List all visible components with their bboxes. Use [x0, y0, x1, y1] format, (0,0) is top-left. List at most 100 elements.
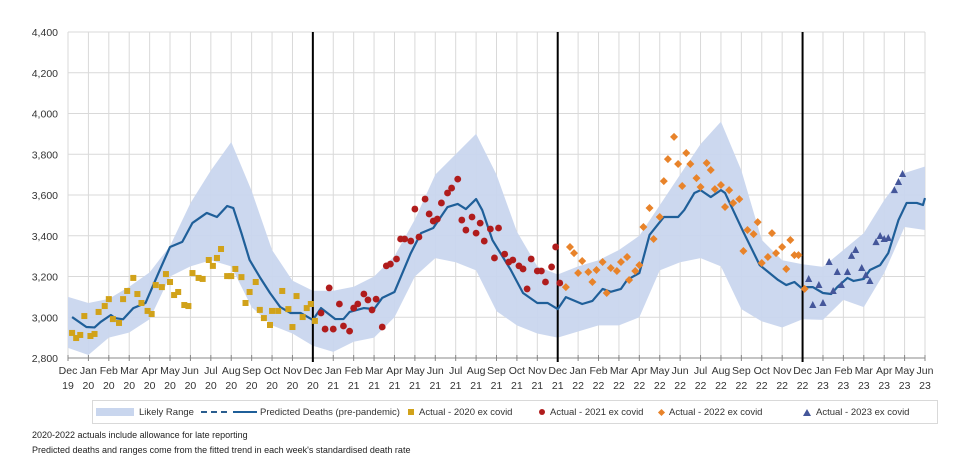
data-point-2020	[138, 299, 145, 306]
data-point-2022	[674, 160, 683, 169]
x-tick-year: 20	[266, 380, 278, 392]
x-tick-year: 21	[368, 380, 380, 392]
data-point-2022	[655, 213, 664, 222]
x-tick-label: Nov 22	[773, 365, 792, 392]
x-tick-label: Mar 20	[120, 365, 139, 392]
x-tick-year: 23	[838, 380, 850, 392]
x-tick-year: 20	[205, 380, 217, 392]
x-tick-label: Jun 22	[672, 365, 689, 392]
data-point-2022	[635, 261, 644, 270]
legend-item-2023: Actual - 2023 ex covid	[803, 401, 909, 423]
data-point-2020	[95, 308, 102, 315]
data-point-2020	[87, 332, 94, 339]
data-point-2022	[663, 155, 672, 164]
data-point-2020	[185, 303, 192, 310]
footnote: 2020-2022 actuals include allowance for …	[32, 430, 248, 440]
data-point-2020	[109, 316, 116, 323]
data-point-2022	[649, 235, 658, 244]
x-tick-label: Dec 20	[304, 365, 323, 392]
data-point-2022	[735, 195, 744, 204]
x-tick-label: Feb 22	[589, 365, 607, 392]
x-tick-label: Apr 23	[876, 365, 893, 392]
data-point-2023	[843, 268, 852, 276]
y-tick-label: 2,800	[32, 353, 58, 365]
x-tick-year: 20	[144, 380, 156, 392]
data-point-2021	[476, 219, 484, 227]
data-point-2021	[491, 254, 498, 262]
x-tick-month: Apr	[876, 365, 893, 377]
data-point-2022	[602, 289, 611, 298]
x-tick-label: Dec 19	[59, 365, 78, 392]
data-point-2021	[548, 263, 555, 271]
x-tick-month: Dec	[59, 365, 78, 377]
data-point-2021	[386, 260, 394, 268]
data-point-2021	[321, 325, 329, 333]
x-tick-month: Aug	[712, 365, 731, 377]
series-triangle	[805, 170, 907, 309]
predicted-deaths-line	[71, 189, 927, 329]
data-point-2022	[584, 268, 593, 277]
x-tick-month: Nov	[528, 365, 547, 377]
data-point-2022	[782, 264, 791, 273]
x-tick-label: Feb 21	[345, 365, 363, 392]
data-point-2022	[645, 204, 654, 213]
circle-marker-icon	[539, 409, 545, 415]
data-point-2022	[692, 174, 701, 183]
data-point-2022	[686, 160, 695, 169]
data-point-2020	[171, 292, 178, 299]
data-point-2020	[289, 324, 296, 331]
data-point-2020	[175, 288, 182, 295]
likely-range-band	[68, 121, 925, 355]
data-point-2021	[346, 327, 353, 335]
deaths-chart: 2,800 3,000 3,200 3,400 3,600 3,800 4,000 4,200…	[32, 27, 934, 392]
data-point-2020	[162, 271, 169, 278]
x-tick-month: May	[650, 365, 671, 377]
data-point-2021	[444, 189, 451, 197]
data-point-2021	[448, 184, 456, 192]
x-tick-year: 21	[409, 380, 421, 392]
x-tick-year: 22	[756, 380, 768, 392]
x-tick-month: Jan	[570, 365, 587, 377]
x-tick-year: 21	[450, 380, 462, 392]
y-tick-label: 3,400	[32, 231, 58, 243]
data-point-2022	[778, 242, 787, 251]
data-point-2020	[69, 329, 76, 336]
data-point-2020	[73, 335, 80, 342]
x-tick-year: 22	[593, 380, 605, 392]
legend-item-2021: Actual - 2021 ex covid	[539, 401, 643, 423]
x-tick-label: Aug 20	[222, 365, 241, 392]
x-tick-year: 21	[389, 380, 401, 392]
data-point-2022	[696, 183, 705, 192]
legend-item-predicted: Predicted Deaths (pre-pandemic)	[233, 401, 400, 423]
data-point-2023	[858, 263, 866, 271]
data-point-2022	[588, 278, 597, 287]
x-tick-year: 20	[83, 380, 95, 392]
x-tick-month: Mar	[610, 365, 629, 377]
x-tick-year: 21	[470, 380, 482, 392]
x-tick-month: Jan	[815, 365, 832, 377]
x-tick-month: Dec	[548, 365, 567, 377]
data-point-2021	[468, 213, 476, 221]
data-point-2020	[189, 270, 196, 277]
x-tick-label: Jul 21	[449, 365, 462, 392]
x-tick-year: 21	[327, 380, 339, 392]
data-point-2022	[678, 182, 687, 191]
data-point-2020	[275, 307, 282, 314]
data-point-2021	[462, 226, 470, 234]
data-point-2023	[852, 246, 860, 254]
x-tick-label: Sep 20	[242, 365, 261, 392]
x-tick-year: 21	[531, 380, 543, 392]
y-tick-label: 3,800	[32, 149, 58, 161]
legend-item-likely-range: Likely Range	[96, 401, 194, 423]
data-point-2021	[542, 278, 549, 286]
x-tick-year: 22	[674, 380, 686, 392]
legend-label: Likely Range	[139, 406, 194, 418]
data-point-2022	[702, 159, 711, 168]
x-tick-label: May 21	[405, 365, 426, 392]
x-tick-month: Oct	[509, 365, 525, 377]
x-tick-month: Apr	[386, 365, 403, 377]
data-point-2022	[570, 249, 579, 258]
x-tick-month: Jun	[917, 365, 934, 377]
data-point-2020	[232, 265, 239, 272]
x-tick-label: Jan 22	[570, 365, 587, 392]
